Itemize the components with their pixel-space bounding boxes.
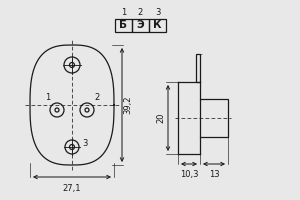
- Bar: [149, 19, 166, 32]
- Bar: [132, 19, 149, 32]
- Bar: [200, 99, 228, 137]
- Text: 39,2: 39,2: [124, 96, 133, 114]
- Text: 3: 3: [82, 140, 87, 148]
- Text: 2: 2: [138, 8, 143, 17]
- Text: 20: 20: [157, 113, 166, 123]
- Text: 1: 1: [121, 8, 126, 17]
- Text: 3: 3: [155, 8, 160, 17]
- Text: Э: Э: [137, 21, 144, 30]
- Text: 10,3: 10,3: [180, 170, 198, 179]
- Text: 13: 13: [209, 170, 219, 179]
- Text: Б: Б: [119, 21, 128, 30]
- Text: 27,1: 27,1: [63, 184, 81, 193]
- Text: 2: 2: [94, 93, 100, 102]
- Text: К: К: [153, 21, 162, 30]
- Text: 1: 1: [45, 93, 51, 102]
- Bar: [115, 19, 132, 32]
- Bar: [196, 54, 200, 82]
